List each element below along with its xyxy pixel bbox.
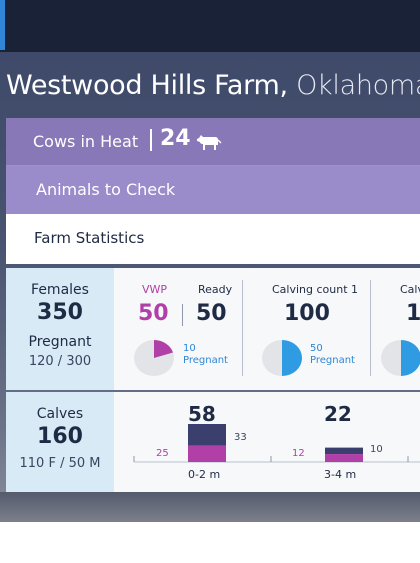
calves-split: 110 F / 50 M — [19, 456, 101, 471]
calves-group-2-female-bar — [325, 447, 363, 455]
column-separator-2 — [370, 280, 371, 376]
calving-count-1-label: Calving count 1 — [272, 283, 359, 296]
farm-name: Westwood Hills Farm — [6, 70, 280, 101]
calves-group-1-male-label: 25 — [156, 448, 169, 459]
calves-count: 160 — [37, 424, 83, 449]
calves-group-1-range: 0-2 m — [188, 468, 221, 481]
pregnant-label: Pregnant — [28, 334, 92, 350]
calving1-pie-legend: 50 Pregnant — [310, 343, 355, 367]
animals-to-check-bar[interactable]: Animals to Check — [6, 166, 420, 214]
vwp-pie — [134, 340, 174, 376]
calves-label: Calves — [36, 406, 84, 422]
calving1-pie-label: Pregnant — [310, 355, 355, 366]
cows-in-heat-label: Cows in Heat — [33, 132, 139, 151]
top-accent — [0, 0, 5, 50]
calves-group-1-total: 58 — [188, 402, 216, 426]
calving1-pie-count: 50 — [310, 343, 323, 354]
calves-group-2-range: 3-4 m — [324, 468, 357, 481]
calves-group-1-female-label: 33 — [234, 432, 247, 443]
cows-in-heat-count: 24 — [160, 126, 191, 151]
animals-to-check-label: Animals to Check — [36, 180, 176, 199]
calving1-pie-pregnant-slice — [282, 340, 302, 376]
calves-group-2-male-bar — [325, 454, 363, 462]
top-banner — [0, 0, 420, 52]
farm-statistics-label: Farm Statistics — [34, 229, 145, 247]
vwp-pie-count: 10 — [183, 343, 196, 354]
calves-summary: Calves 160 110 F / 50 M — [6, 392, 114, 492]
calves-group-2-male-label: 12 — [292, 448, 305, 459]
farm-state: Oklahoma — [296, 70, 420, 101]
females-count: 350 — [37, 300, 83, 325]
calving-count-2-label: Calv — [400, 283, 420, 296]
cows-in-heat-bar[interactable]: Cows in Heat 24 — [6, 118, 420, 166]
calves-panel: Calves 160 110 F / 50 M 58 22 33 25 10 1… — [6, 392, 420, 492]
calving2-pie — [381, 340, 420, 376]
calves-group-1-male-bar — [188, 445, 226, 462]
farm-statistics-bar[interactable]: Farm Statistics — [6, 214, 420, 264]
calving1-pie — [262, 340, 302, 376]
calves-bar-chart — [133, 424, 420, 463]
females-label: Females — [31, 282, 89, 298]
calves-group-2-total: 22 — [324, 402, 352, 426]
column-separator-1 — [242, 280, 243, 376]
calves-group-2-female-label: 10 — [370, 444, 383, 455]
vwp-label: VWP — [142, 283, 168, 296]
calves-group-1-female-bar — [188, 424, 226, 446]
vwp-pie-pregnant-slice — [154, 340, 174, 358]
vwp-ready-separator — [182, 304, 183, 326]
ready-label: Ready — [198, 283, 233, 296]
vwp-value: 50 — [138, 301, 169, 326]
heat-separator — [150, 129, 152, 151]
vwp-pie-legend: 10 Pregnant — [183, 343, 228, 367]
vwp-pie-label: Pregnant — [183, 355, 228, 366]
females-summary: Females 350 Pregnant 120 / 300 — [6, 268, 114, 390]
background-fade — [0, 492, 420, 522]
cow-icon — [197, 135, 222, 150]
title-separator: , — [279, 70, 289, 101]
females-panel: Females 350 Pregnant 120 / 300 VWP Ready… — [6, 268, 420, 390]
calving-count-1-value: 100 — [284, 301, 330, 326]
calving2-pie-pregnant-slice — [401, 340, 420, 376]
farm-title: Westwood Hills Farm, Oklahoma — [6, 70, 420, 101]
calving-count-2-value: 1 — [406, 301, 420, 326]
ready-value: 50 — [196, 301, 227, 326]
pregnant-value: 120 / 300 — [28, 354, 92, 369]
